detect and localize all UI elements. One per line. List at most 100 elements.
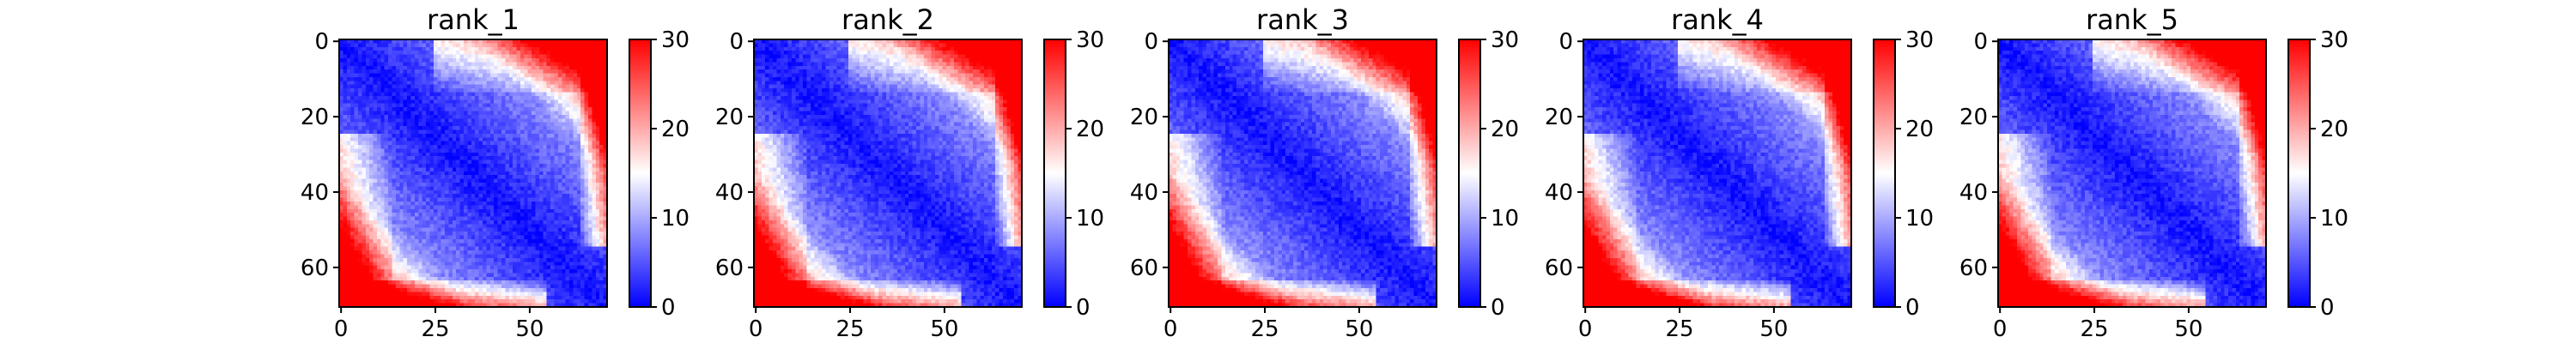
- heatmap-cell: [550, 292, 555, 296]
- heatmap-cell: [467, 167, 471, 172]
- heatmap-cell: [596, 69, 600, 74]
- heatmap-cell: [374, 258, 378, 262]
- heatmap-cell: [520, 77, 525, 81]
- heatmap-cell: [543, 111, 547, 115]
- heatmap-cell: [404, 111, 408, 115]
- heatmap-cell: [355, 243, 359, 247]
- heatmap-cell: [355, 88, 359, 93]
- heatmap-cell: [350, 224, 355, 228]
- heatmap-cell: [429, 88, 434, 93]
- heatmap-cell: [380, 209, 385, 214]
- heatmap-cell: [407, 172, 411, 176]
- heatmap-cell: [573, 224, 577, 228]
- heatmap-cell: [380, 51, 385, 55]
- heatmap-cell: [562, 262, 566, 266]
- heatmap-cell: [580, 47, 585, 51]
- heatmap-cell: [388, 99, 392, 104]
- heatmap-cell: [475, 123, 479, 127]
- heatmap-cell: [577, 243, 581, 247]
- heatmap-cell: [464, 43, 468, 47]
- heatmap-cell: [404, 202, 408, 206]
- heatmap-cell: [543, 262, 547, 266]
- heatmap-cell: [407, 134, 411, 138]
- heatmap-cell: [437, 47, 441, 51]
- heatmap-cell: [388, 258, 392, 262]
- heatmap-cell: [471, 55, 476, 59]
- heatmap-cell: [385, 288, 389, 292]
- heatmap-cell: [448, 266, 453, 270]
- heatmap-cell: [437, 269, 441, 274]
- heatmap-cell: [355, 85, 359, 89]
- heatmap-cell: [596, 148, 600, 153]
- heatmap-cell: [448, 202, 453, 206]
- heatmap-cell: [543, 179, 547, 184]
- heatmap-cell: [441, 88, 446, 93]
- heatmap-cell: [350, 179, 355, 184]
- heatmap-cell: [558, 123, 562, 127]
- heatmap-cell: [366, 198, 370, 202]
- heatmap-cell: [596, 123, 600, 127]
- heatmap-cell: [374, 88, 378, 93]
- heatmap-cell: [479, 145, 483, 149]
- heatmap-cell: [407, 55, 411, 59]
- heatmap-cell: [573, 43, 577, 47]
- heatmap-cell: [592, 247, 596, 251]
- heatmap-cell: [580, 273, 585, 277]
- heatmap-cell: [399, 202, 404, 206]
- heatmap-cell: [448, 285, 453, 289]
- heatmap-cell: [464, 277, 468, 281]
- heatmap-cell: [434, 296, 438, 300]
- heatmap-cell: [377, 175, 381, 179]
- heatmap-cell: [361, 209, 366, 214]
- heatmap-cell: [524, 266, 528, 270]
- heatmap-cell: [524, 254, 528, 258]
- heatmap-cell: [374, 296, 378, 300]
- heatmap-cell: [558, 47, 562, 51]
- heatmap-cell: [441, 93, 446, 97]
- heatmap-cell: [471, 254, 476, 258]
- heatmap-cell: [577, 213, 581, 217]
- heatmap-cell: [361, 236, 366, 240]
- heatmap-cell: [479, 58, 483, 63]
- heatmap-cell: [377, 164, 381, 168]
- heatmap-cell: [599, 74, 604, 78]
- heatmap-cell: [369, 104, 374, 108]
- heatmap-cell: [347, 164, 351, 168]
- heatmap-cell: [547, 69, 551, 74]
- heatmap-cell: [343, 262, 347, 266]
- heatmap-cell: [448, 115, 453, 119]
- heatmap-cell: [407, 202, 411, 206]
- heatmap-cell: [592, 148, 596, 153]
- heatmap-cell: [494, 269, 498, 274]
- heatmap-cell: [479, 118, 483, 123]
- heatmap-cell: [536, 99, 540, 104]
- heatmap-cell: [494, 88, 498, 93]
- heatmap-cell: [392, 99, 397, 104]
- heatmap-cell: [399, 93, 404, 97]
- heatmap-cell: [388, 148, 392, 153]
- heatmap-cell: [385, 62, 389, 66]
- heatmap-cell: [471, 81, 476, 85]
- heatmap-cell: [358, 123, 362, 127]
- heatmap-cell: [377, 209, 381, 214]
- heatmap-cell: [380, 280, 385, 285]
- heatmap-cell: [434, 239, 438, 244]
- heatmap-cell: [524, 137, 528, 141]
- heatmap-cell: [513, 123, 517, 127]
- heatmap-cell: [494, 43, 498, 47]
- heatmap-cell: [536, 55, 540, 59]
- heatmap-cell: [347, 224, 351, 228]
- heatmap-cell: [410, 239, 415, 244]
- heatmap-cell: [475, 160, 479, 165]
- heatmap-cell: [494, 160, 498, 165]
- heatmap-cell: [453, 88, 457, 93]
- heatmap-cell: [513, 111, 517, 115]
- heatmap-cell: [547, 296, 551, 300]
- heatmap-cell: [418, 51, 422, 55]
- heatmap-cell: [437, 85, 441, 89]
- heatmap-cell: [464, 186, 468, 190]
- heatmap-cell: [377, 232, 381, 236]
- heatmap-cell: [361, 148, 366, 153]
- heatmap-cell: [399, 74, 404, 78]
- heatmap-cell: [343, 88, 347, 93]
